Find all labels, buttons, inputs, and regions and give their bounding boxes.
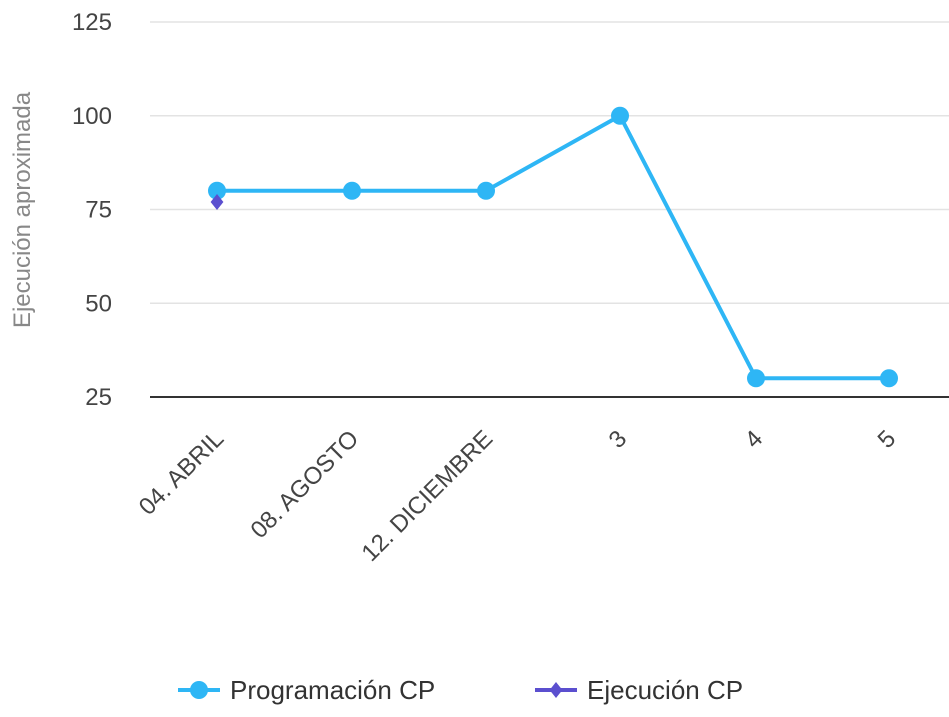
data-point[interactable] xyxy=(880,369,898,388)
y-tick-label: 25 xyxy=(85,384,112,411)
legend-item[interactable]: Ejecución CP xyxy=(535,675,743,705)
data-point[interactable] xyxy=(208,181,226,200)
x-tick-label: 5 xyxy=(873,425,902,454)
data-point[interactable] xyxy=(611,106,629,125)
x-tick-label: 12. DICIEMBRE xyxy=(357,425,499,567)
x-tick-label: 3 xyxy=(604,425,633,454)
y-axis-ticks: 125 100 75 50 25 xyxy=(72,9,112,411)
y-axis-title: Ejecución aproximada xyxy=(9,91,36,328)
y-tick-label: 75 xyxy=(85,197,112,224)
legend-marker xyxy=(549,682,563,698)
data-point[interactable] xyxy=(343,181,361,200)
x-tick-label: 04. ABRIL xyxy=(134,425,230,521)
y-tick-label: 100 xyxy=(72,103,112,130)
x-tick-label: 4 xyxy=(740,425,769,454)
data-point[interactable] xyxy=(477,181,495,200)
legend-item[interactable]: Programación CP xyxy=(178,675,435,705)
data-point[interactable] xyxy=(747,369,765,388)
y-tick-label: 125 xyxy=(72,9,112,36)
data-point[interactable] xyxy=(210,194,224,210)
series-line xyxy=(217,113,889,381)
gridlines xyxy=(150,21,949,304)
legend-label: Programación CP xyxy=(230,675,435,705)
y-tick-label: 50 xyxy=(85,290,112,317)
legend-marker xyxy=(190,681,208,699)
series-0 xyxy=(208,106,898,388)
legend[interactable]: Programación CP Ejecución CP xyxy=(178,675,743,705)
series-layer xyxy=(208,106,898,388)
x-tick-label: 08. AGOSTO xyxy=(245,425,364,544)
series-1 xyxy=(210,194,224,210)
legend-label: Ejecución CP xyxy=(587,675,743,705)
